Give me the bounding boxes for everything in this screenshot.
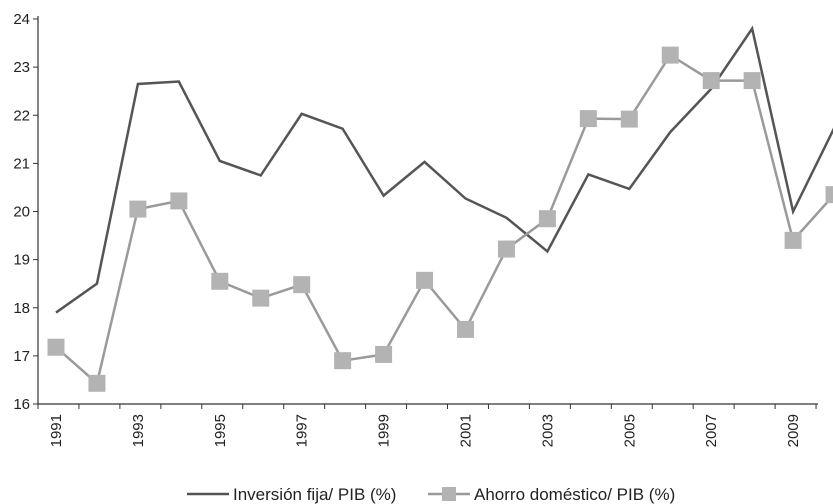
x-tick-label: 2005	[621, 414, 638, 447]
data-point-ahorro	[129, 200, 147, 218]
data-point-ahorro	[416, 271, 434, 289]
y-tick-label: 20	[13, 204, 30, 221]
data-point-ahorro	[538, 210, 556, 228]
x-tick-label: 1993	[130, 414, 147, 447]
x-tick-label: 2001	[458, 414, 475, 447]
legend-label-ahorro: Ahorro doméstico/ PIB (%)	[474, 485, 675, 504]
y-axis-ticks: 16 17 18 19 20 21 22 23 24	[13, 11, 38, 413]
y-tick-label: 17	[13, 348, 30, 365]
data-point-ahorro	[88, 374, 106, 392]
data-point-ahorro	[375, 345, 393, 363]
x-tick-label: 2009	[785, 414, 802, 447]
series-layer	[47, 25, 833, 392]
data-point-ahorro	[497, 240, 515, 258]
x-tick-label: 1995	[212, 414, 229, 447]
y-tick-label: 18	[13, 300, 30, 317]
x-axis-ticks: 1991 1993 1995 1997 1999 2001 2003 2005 2007 2009	[37, 404, 817, 447]
y-tick-label: 21	[13, 155, 30, 172]
x-tick-label: 2007	[703, 414, 720, 447]
data-point-ahorro	[743, 72, 761, 90]
axes	[37, 16, 818, 405]
data-point-ahorro	[620, 110, 638, 128]
data-point-ahorro	[47, 338, 65, 356]
data-point-ahorro	[784, 231, 802, 249]
series-line-ahorro	[55, 53, 833, 386]
data-point-ahorro	[702, 72, 720, 90]
data-point-ahorro	[293, 276, 311, 294]
data-point-ahorro	[211, 272, 229, 290]
legend: Inversión fija/ PIB (%) Ahorro doméstico…	[187, 485, 675, 504]
data-point-ahorro	[661, 46, 679, 64]
data-point-ahorro	[170, 192, 188, 210]
data-point-ahorro	[334, 352, 352, 370]
x-tick-label: 1997	[294, 414, 311, 447]
x-tick-label: 1991	[48, 414, 65, 447]
y-tick-label: 23	[13, 59, 30, 76]
series-line-inversion	[55, 25, 833, 314]
data-point-ahorro	[825, 186, 833, 204]
data-point-ahorro	[579, 110, 597, 128]
legend-label-inversion: Inversión fija/ PIB (%)	[233, 485, 396, 504]
data-point-ahorro	[457, 320, 474, 338]
y-tick-label: 16	[13, 396, 30, 413]
x-tick-label: 1999	[376, 414, 393, 447]
data-point-ahorro	[252, 289, 270, 307]
y-tick-label: 22	[13, 107, 30, 124]
x-tick-label: 2003	[539, 414, 556, 447]
y-tick-label: 24	[13, 11, 30, 28]
legend-marker-ahorro	[442, 487, 456, 501]
y-tick-label: 19	[13, 252, 30, 269]
